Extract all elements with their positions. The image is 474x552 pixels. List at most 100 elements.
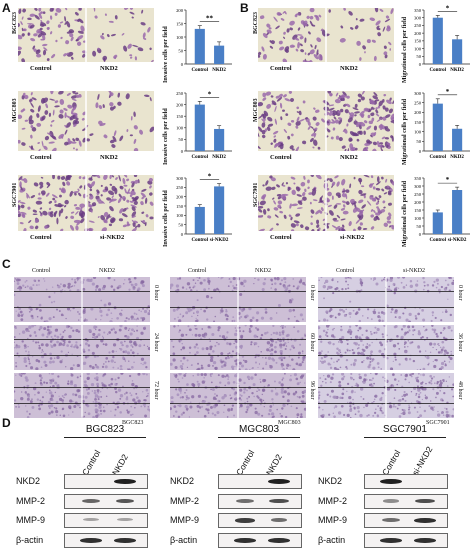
condition-label: Control [32, 268, 51, 274]
tick-label: 50 [178, 48, 183, 53]
tick-label: 50 [416, 54, 421, 59]
blot-strip [64, 513, 148, 528]
category-label: Control [430, 68, 447, 73]
bar [194, 104, 205, 151]
condition-label: NKD2 [100, 65, 118, 72]
blot-strip [218, 474, 302, 489]
blot-band [234, 538, 256, 543]
protein-label: MMP-9 [318, 515, 347, 525]
lane-label: Control [80, 448, 103, 477]
tick-label: 100 [414, 216, 422, 221]
blot-strip [218, 513, 302, 528]
condition-label: Control [336, 268, 355, 274]
lane-label: si-NKD2 [410, 444, 435, 477]
protein-label: β-actin [170, 535, 198, 545]
condition-label: NKD2 [340, 65, 358, 72]
condition-label: Control [30, 65, 52, 72]
bar-chart: 0 50 100 150 200 250 300 Control si-NKD2 * [172, 172, 234, 244]
bar-chart: 0 50 100 150 200 250 Control NKD2 * [172, 87, 234, 161]
blot-band [268, 538, 290, 543]
blot-strip [64, 474, 148, 489]
category-label: Control [430, 155, 447, 160]
time-point-label: 96 hour [309, 381, 315, 400]
tick-label: 200 [176, 194, 184, 199]
condition-label: Control [188, 268, 207, 274]
condition-label: Control [270, 65, 292, 72]
blot-strip [64, 494, 148, 509]
bar-chart: 0 50 100 150 200 250 300 350 Control NKD2 * [410, 4, 472, 74]
time-point-label: 36 hour [457, 333, 463, 352]
tick-label: 0 [181, 62, 184, 67]
protein-label: β-actin [16, 535, 44, 545]
micrograph [258, 91, 394, 151]
significance-marker: * [446, 176, 450, 184]
scratch-micrograph [14, 277, 150, 322]
blot-strip [364, 474, 448, 489]
blot-band [383, 499, 399, 503]
tick-label: 200 [176, 102, 184, 107]
protein-label: NKD2 [170, 476, 195, 486]
scratch-micrograph [14, 373, 150, 418]
tick-label: 200 [176, 8, 184, 13]
tick-label: 200 [414, 31, 422, 36]
scratch-micrograph [170, 277, 306, 322]
blot-band [380, 479, 402, 484]
bar-chart: 0 50 100 150 200 Control NKD2 ** [172, 4, 234, 74]
blot-strip [364, 513, 448, 528]
tick-label: 50 [178, 222, 183, 227]
bar [432, 103, 443, 151]
tick-label: 0 [419, 62, 422, 67]
blot-band [83, 518, 99, 522]
bar [214, 128, 225, 151]
tick-label: 50 [416, 139, 421, 144]
tick-label: 250 [414, 192, 422, 197]
lane-label: Control [380, 448, 403, 477]
y-axis-label: Invasive cells per field [163, 26, 169, 83]
lane-label: Control [234, 448, 257, 477]
bar [194, 28, 205, 64]
blot-strip [364, 533, 448, 548]
tick-label: 250 [176, 91, 184, 96]
scratch-micrograph [170, 373, 306, 418]
blot-band [415, 499, 435, 504]
divider [364, 437, 446, 438]
blot-title: BGC823 [85, 424, 125, 435]
bar [432, 17, 443, 64]
scratch-micrograph [170, 325, 306, 370]
protein-label: MMP-2 [16, 496, 45, 506]
tick-label: 50 [178, 137, 183, 142]
micrograph [18, 175, 154, 231]
category-label: NKD2 [212, 155, 226, 160]
blot-band [236, 499, 254, 503]
blot-title: MGC803 [238, 424, 279, 435]
tick-label: 250 [414, 100, 422, 105]
blot-band [115, 499, 135, 504]
tick-label: 350 [414, 8, 422, 13]
tick-label: 100 [176, 35, 184, 40]
protein-label: MMP-2 [170, 496, 199, 506]
condition-label: Control [30, 154, 52, 161]
significance-marker: ** [206, 15, 214, 23]
bar [214, 45, 225, 64]
micrograph [18, 91, 154, 151]
scratch-micrograph [318, 325, 454, 370]
tick-label: 100 [176, 126, 184, 131]
divider [218, 437, 300, 438]
condition-label: Control [30, 234, 52, 241]
bar [452, 39, 463, 64]
tick-label: 150 [414, 208, 422, 213]
condition-label: NKD2 [255, 268, 271, 274]
condition-label: si-NKD2 [403, 268, 425, 274]
category-label: NKD2 [450, 155, 464, 160]
protein-label: MMP-9 [16, 515, 45, 525]
condition-label: si-NKD2 [340, 234, 365, 241]
y-axis-label: Migrational cells per field [402, 98, 408, 165]
tick-label: 150 [176, 204, 184, 209]
y-axis-label: Invasive cells per field [163, 108, 169, 165]
tick-label: 200 [414, 110, 422, 115]
tick-label: 300 [414, 91, 422, 96]
protein-label: NKD2 [318, 476, 343, 486]
tick-label: 150 [414, 120, 422, 125]
cell-line-label: SGC7901 [426, 420, 450, 426]
cell-line-label: BGC823 [122, 420, 144, 426]
